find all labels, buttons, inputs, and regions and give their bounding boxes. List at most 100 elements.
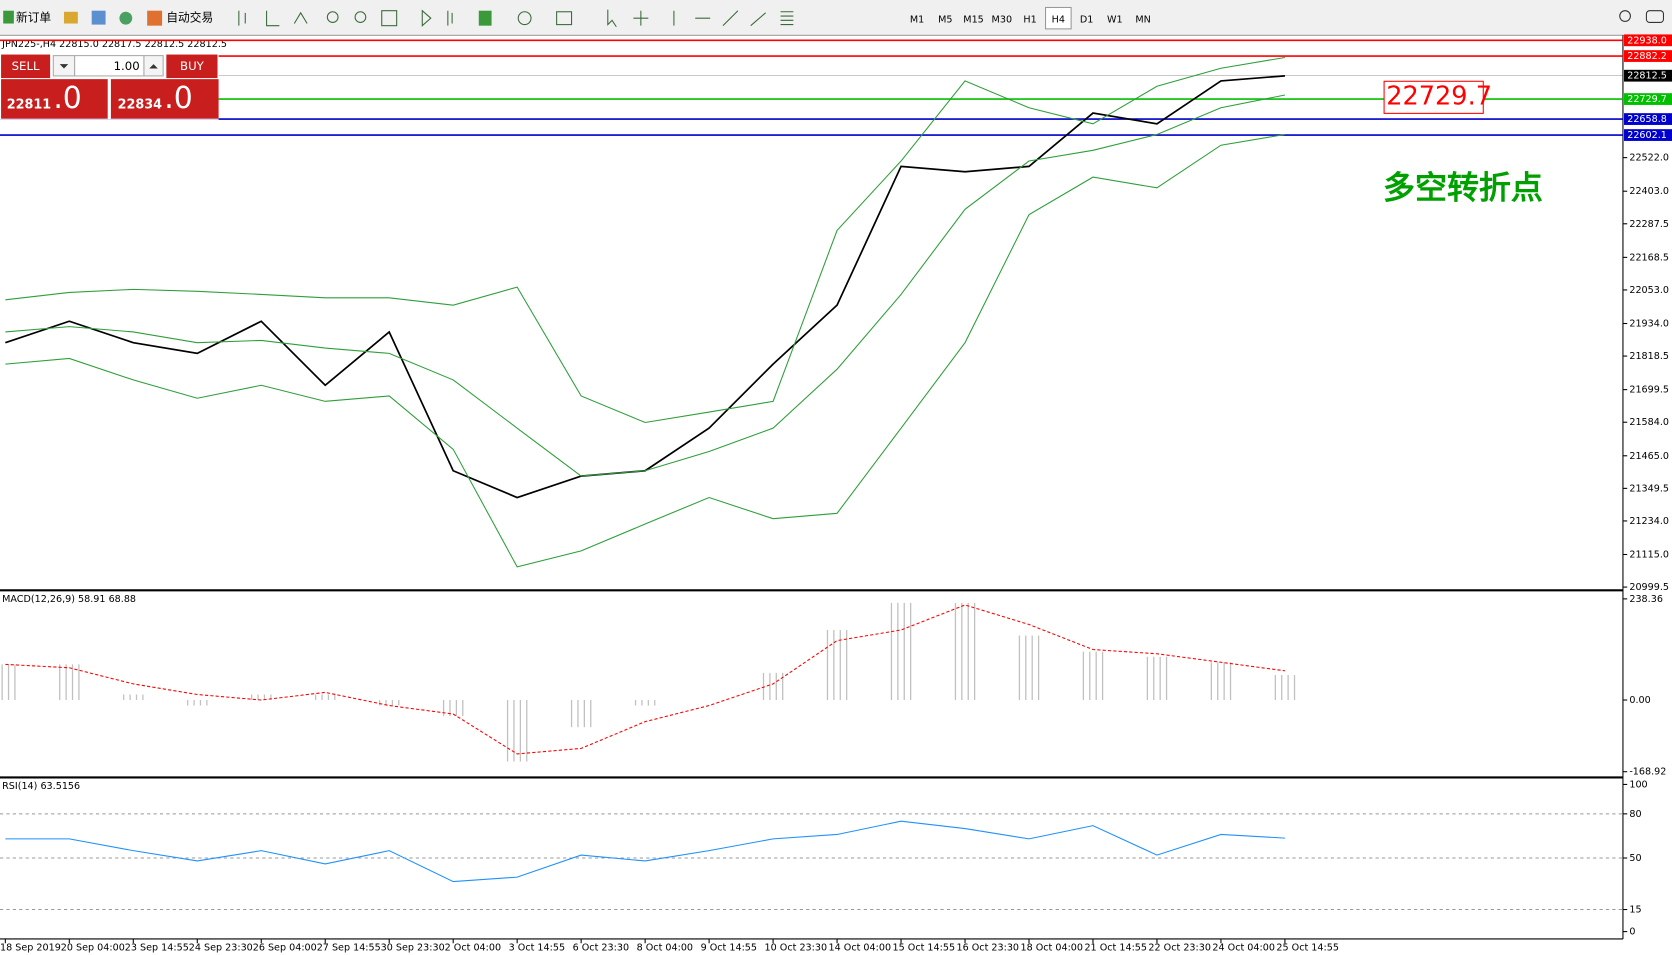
chat-icon[interactable]	[1645, 10, 1665, 23]
timeframe-button[interactable]: D1	[1080, 14, 1093, 25]
x-tick-label: 6 Oct 23:30	[573, 943, 629, 954]
y-tick-label: 22168.5	[1629, 252, 1669, 263]
timeframe-button[interactable]: H4	[1052, 14, 1065, 25]
y-tick-label: 21699.5	[1629, 385, 1669, 396]
x-tick-label: 21 Oct 14:55	[1084, 943, 1147, 954]
annotation: 22729.7	[1386, 81, 1492, 111]
price-level-label: 22602.1	[1627, 130, 1667, 141]
price-level-label: 22938.0	[1627, 35, 1667, 46]
price-level-label: 22882.2	[1627, 51, 1667, 62]
annotation-box	[1383, 80, 1484, 114]
toolbar-icon[interactable]	[91, 10, 106, 25]
x-tick-label: 24 Sep 23:30	[189, 943, 253, 954]
chart-type-icons[interactable]	[238, 9, 794, 28]
new-order-icon[interactable]	[3, 10, 14, 24]
ask-box[interactable]	[110, 79, 219, 119]
buy-button[interactable]	[166, 54, 218, 79]
price-level-tag	[1624, 69, 1672, 82]
y-tick-label: 0.00	[1629, 695, 1650, 706]
price-level-label: 22658.8	[1627, 114, 1667, 125]
y-tick-label: 22403.0	[1629, 186, 1669, 197]
timeframe-button[interactable]: M30	[992, 14, 1013, 25]
x-tick-label: 16 Oct 23:30	[956, 943, 1019, 954]
indicator-title: MACD(12,26,9) 58.91 68.88	[2, 594, 136, 605]
x-tick-label: 10 Oct 23:30	[765, 943, 828, 954]
y-tick-label: 20999.5	[1629, 582, 1669, 593]
x-tick-label: 9 Oct 14:55	[701, 943, 757, 954]
y-tick-label: 15	[1629, 905, 1641, 916]
y-tick-label: 238.36	[1629, 594, 1663, 605]
timeframe-button[interactable]: W1	[1107, 14, 1123, 25]
timeframe-button[interactable]: M5	[938, 14, 952, 25]
y-tick-label: 21934.0	[1629, 318, 1669, 329]
y-tick-label: -168.92	[1629, 767, 1666, 778]
y-tick-label: 80	[1629, 809, 1641, 820]
indicator-title: RSI(14) 63.5156	[2, 781, 80, 792]
toolbar-icon[interactable]	[63, 11, 78, 24]
indicator-line	[5, 604, 1285, 755]
indicator-line	[5, 820, 1285, 883]
price-level-tag	[1624, 129, 1672, 141]
arrow	[149, 64, 158, 69]
toolbar-icon[interactable]	[478, 10, 492, 26]
auto-trading-button[interactable]: 自动交易	[166, 11, 213, 25]
sell-button[interactable]	[1, 54, 51, 79]
auto-trading-icon[interactable]	[147, 10, 163, 26]
x-tick-label: 30 Sep 23:30	[381, 943, 445, 954]
bid-fraction: .0	[53, 81, 81, 116]
x-tick-label: 25 Oct 14:55	[1276, 943, 1339, 954]
y-tick-label: 21465.0	[1629, 451, 1669, 462]
buy-label[interactable]: BUY	[180, 59, 205, 73]
indicator-line	[5, 56, 1286, 424]
x-tick-label: 14 Oct 04:00	[829, 943, 892, 954]
x-tick-label: 22 Oct 23:30	[1148, 943, 1211, 954]
search-icon[interactable]	[1619, 10, 1631, 22]
price-level-tag	[1624, 50, 1672, 62]
x-tick-label: 8 Oct 04:00	[637, 943, 693, 954]
trade-panel: SELL 1.00 BUY 22811 .0 22834 .0	[0, 53, 219, 120]
timeframe-button[interactable]: M15	[963, 14, 984, 25]
x-tick-label: 23 Sep 14:55	[125, 943, 189, 954]
x-tick-label: 20 Sep 04:00	[61, 943, 125, 954]
sell-label[interactable]: SELL	[12, 59, 40, 73]
y-tick-label: 22287.5	[1629, 219, 1669, 230]
indicator-line	[5, 94, 1286, 477]
y-tick-label: 21818.5	[1629, 351, 1669, 362]
lot-value[interactable]: 1.00	[114, 59, 140, 73]
new-order-button[interactable]: 新订单	[16, 11, 51, 25]
x-tick-label: 15 Oct 14:55	[893, 943, 956, 954]
ask-price: 22834	[118, 97, 163, 112]
y-tick-label: 100	[1629, 779, 1647, 790]
annotation: 多空转折点	[1383, 168, 1543, 206]
indicator-line	[5, 133, 1286, 568]
ask-fraction: .0	[164, 81, 192, 116]
y-tick-label: 50	[1629, 853, 1641, 864]
toolbar-icon[interactable]	[119, 11, 133, 25]
price-panel	[0, 36, 1623, 591]
y-tick-label: 22522.0	[1629, 153, 1669, 164]
timeframe-bar: M1 M5 M15 M30 H1 H4 D1 W1 MN	[910, 6, 1151, 30]
x-tick-label: 18 Sep 2019	[0, 943, 61, 954]
price-level-tag	[1624, 93, 1672, 105]
plots: JPN225-,H4 22815.0 22817.5 22812.5 22812…	[0, 34, 1672, 954]
price-level-tag	[1624, 34, 1672, 47]
x-tick-label: 2 Oct 04:00	[445, 943, 501, 954]
y-tick-label: 21349.5	[1629, 483, 1669, 494]
timeframe-active	[1045, 6, 1072, 30]
arrow	[59, 64, 69, 69]
timeframe-button[interactable]: M1	[910, 14, 924, 25]
x-tick-label: 26 Sep 04:00	[253, 943, 317, 954]
y-tick-label: 21115.0	[1629, 549, 1669, 560]
bid-box[interactable]	[1, 79, 108, 119]
x-tick-label: 24 Oct 04:00	[1212, 943, 1275, 954]
toolbar	[0, 0, 1672, 36]
y-tick-label: 21234.0	[1629, 516, 1669, 527]
timeframe-button[interactable]: MN	[1135, 14, 1150, 25]
y-tick-label: 21584.0	[1629, 417, 1669, 428]
timeframe-button[interactable]: H1	[1023, 14, 1036, 25]
x-tick-label: 3 Oct 14:55	[509, 943, 565, 954]
price-level-tag	[1624, 113, 1672, 125]
x-tick-label: 18 Oct 04:00	[1020, 943, 1083, 954]
